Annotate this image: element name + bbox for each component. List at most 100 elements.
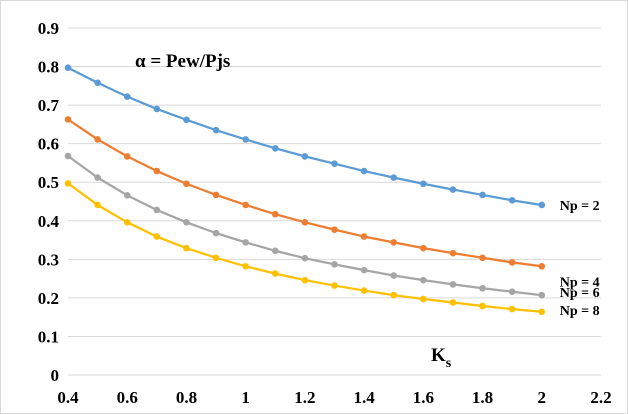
data-point (64, 116, 72, 123)
data-point (242, 201, 249, 209)
y-tick-label: 0.1 (38, 327, 59, 346)
data-point (420, 180, 427, 188)
data-point (449, 186, 457, 193)
data-point (390, 174, 398, 181)
series-labels: Np = 2 Np = 4Np = 6 Np = 8 (560, 199, 600, 319)
x-tick-label: 2 (538, 388, 547, 407)
data-point (508, 288, 516, 296)
data-point (508, 305, 516, 313)
data-point (331, 226, 338, 233)
data-point (242, 136, 249, 143)
data-point (153, 105, 161, 113)
data-point (479, 254, 486, 262)
data-point (212, 191, 220, 199)
data-point (94, 79, 101, 87)
data-point (508, 197, 516, 204)
y-tick-label: 0.8 (38, 58, 59, 77)
data-point (183, 219, 190, 226)
data-point (123, 93, 131, 100)
series-label: Np = 4 (560, 275, 600, 290)
data-point (301, 276, 309, 284)
y-tick-label: 0.9 (38, 19, 59, 38)
y-tick-label: 0.7 (38, 96, 60, 115)
x-tick-label: 0.6 (117, 388, 138, 407)
y-tick-label: 0.2 (38, 289, 59, 308)
data-point (331, 160, 338, 168)
series-line-1 (67, 66, 542, 207)
data-point (123, 192, 131, 199)
data-point (153, 206, 161, 214)
x-axis-label: Ks (431, 345, 452, 371)
data-point (183, 180, 190, 188)
data-point (123, 219, 131, 226)
data-point (449, 249, 457, 257)
gridlines (68, 27, 601, 337)
x-tick-label: 0.4 (57, 388, 79, 407)
x-tick-label: 1 (241, 388, 250, 407)
data-point (390, 272, 398, 279)
series-label: Np = 6 (560, 286, 600, 301)
y-tick-label: 0.6 (38, 135, 59, 154)
x-axis-label-subscript: s (446, 356, 452, 371)
data-point (449, 299, 457, 306)
data-point (479, 302, 486, 310)
y-tick-label: 0 (51, 366, 60, 385)
data-point (94, 201, 101, 209)
data-point (242, 239, 249, 246)
data-point (271, 144, 279, 152)
data-point (153, 167, 161, 175)
data-point (420, 276, 427, 284)
data-point (183, 116, 190, 124)
series-line-4 (67, 182, 542, 313)
data-point (360, 287, 368, 294)
data-point (212, 229, 220, 237)
data-point (64, 64, 72, 72)
x-tick-label: 0.8 (176, 388, 197, 407)
data-point (331, 261, 338, 268)
series-label: Np = 8 (560, 304, 600, 319)
y-tick-label: 0.3 (38, 250, 59, 269)
series-lines (67, 66, 542, 313)
data-point (360, 167, 368, 175)
data-point (64, 152, 72, 160)
data-point (301, 254, 309, 262)
data-point (479, 284, 486, 292)
data-point (360, 266, 368, 274)
data-point (538, 291, 546, 299)
data-point (538, 262, 546, 270)
data-point (508, 259, 516, 266)
data-point (271, 247, 279, 255)
series-points (64, 64, 546, 316)
x-tick-label: 1.8 (472, 388, 493, 407)
data-point (153, 233, 161, 240)
series-label: Np = 2 (560, 199, 600, 214)
data-point (390, 291, 398, 299)
x-tick-label: 1.2 (294, 388, 315, 407)
data-point (64, 180, 72, 187)
data-point (479, 191, 486, 199)
data-point (420, 295, 427, 303)
data-point (360, 233, 368, 240)
data-point (183, 244, 190, 252)
x-tick-label: 1.4 (353, 388, 375, 407)
data-point (420, 244, 427, 252)
data-point (390, 239, 398, 246)
data-point (123, 153, 131, 160)
data-point (538, 308, 546, 316)
data-point (271, 270, 279, 277)
x-tick-labels: 0.4 0.6 0.8 1 1.2 1.4 1.6 1.8 2 2.2 (57, 388, 611, 407)
data-point (301, 153, 309, 160)
data-point (301, 219, 309, 226)
data-point (538, 201, 546, 209)
data-point (242, 262, 249, 270)
y-tick-label: 0.4 (38, 212, 60, 231)
x-axis-label-main: K (431, 345, 446, 366)
data-point (94, 136, 101, 143)
data-point (449, 281, 457, 288)
x-tick-label: 2.2 (590, 388, 611, 407)
data-point (94, 174, 101, 181)
data-point (212, 126, 220, 134)
y-tick-labels: 0 0.1 0.2 0.3 0.4 0.5 0.6 0.7 0.8 0.9 (38, 19, 60, 385)
